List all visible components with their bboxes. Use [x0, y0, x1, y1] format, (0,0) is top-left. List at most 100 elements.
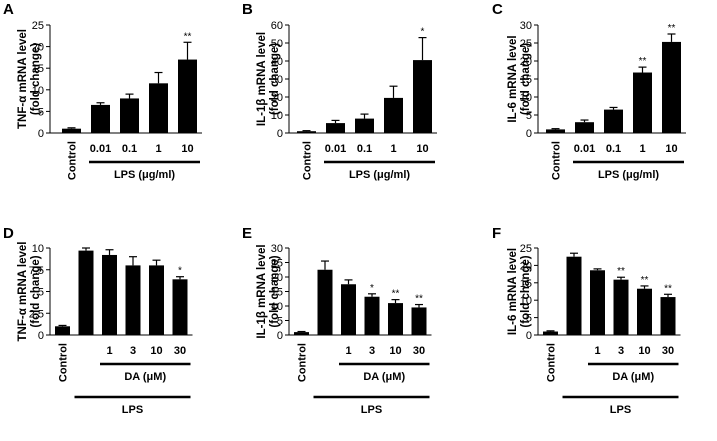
group-label: LPS (μg/ml) [349, 169, 410, 181]
y-tick-label: 20 [520, 260, 532, 272]
y-tick-label: 5 [277, 316, 283, 328]
bar [546, 129, 565, 133]
significance-marker: ** [668, 23, 676, 34]
bar [384, 97, 403, 133]
category-label: 0.1 [606, 143, 621, 155]
y-tick-label: 5 [38, 287, 44, 299]
category-label: 0.1 [122, 143, 137, 155]
y-tick-label: 20 [271, 272, 283, 284]
category-label: Control [546, 343, 558, 382]
bar [604, 109, 623, 133]
bar [55, 326, 70, 335]
category-label: 1 [106, 345, 112, 357]
outer-label: LPS [361, 404, 382, 416]
category-label: 1 [390, 143, 396, 155]
bar [125, 265, 141, 335]
category-label: 3 [618, 345, 624, 357]
y-tick-label: 10 [32, 85, 44, 97]
y-axis-label: IL-1β mRNA level(fold change) [256, 244, 281, 338]
significance-marker: * [421, 27, 425, 38]
category-label: 1 [594, 345, 600, 357]
significance-marker: ** [639, 56, 647, 67]
y-tick-label: 20 [32, 42, 44, 54]
y-tick-label: 0 [526, 128, 532, 140]
bar [411, 307, 427, 335]
category-label: Control [551, 141, 563, 180]
bar [613, 279, 629, 335]
category-label: Control [297, 343, 309, 382]
bar [341, 284, 356, 335]
category-label: 0.01 [325, 143, 346, 155]
y-axis-label: IL-6 mRNA level(fold change) [507, 248, 532, 335]
y-tick-label: 10 [520, 295, 532, 307]
y-tick-label: 30 [271, 74, 283, 86]
y-tick-label: 50 [271, 38, 283, 50]
bar [364, 296, 380, 335]
category-label: 0.01 [90, 143, 111, 155]
y-tick-label: 60 [271, 20, 283, 32]
category-label: Control [302, 141, 314, 180]
category-label: 10 [150, 345, 162, 357]
bar [120, 98, 139, 133]
y-tick-label: 25 [520, 38, 532, 50]
bar [660, 297, 676, 335]
category-label: 30 [174, 345, 186, 357]
y-axis-label: TNF-α mRNA level(fold change) [17, 242, 42, 342]
y-tick-label: 0 [277, 330, 283, 342]
significance-marker: ** [184, 31, 192, 42]
y-tick-label: 40 [271, 56, 283, 68]
outer-label: LPS [610, 404, 631, 416]
y-axis-label: TNF-α mRNA level(fold change) [17, 29, 42, 129]
bar [294, 332, 309, 335]
y-tick-label: 25 [32, 20, 44, 32]
category-label: 10 [416, 143, 428, 155]
panel-letter: B [242, 1, 253, 18]
group-label: DA (μM) [612, 371, 654, 383]
category-label: 10 [181, 143, 193, 155]
outer-label: LPS [122, 404, 143, 416]
y-tick-label: 5 [526, 110, 532, 122]
y-tick-label: 0 [38, 128, 44, 140]
y-tick-label: 10 [32, 243, 44, 255]
y-tick-label: 25 [271, 258, 283, 270]
y-tick-label: 15 [271, 287, 283, 299]
y-tick-label: 15 [520, 74, 532, 86]
bar [172, 279, 188, 335]
y-axis-label: IL-1β mRNA level(fold change) [256, 32, 281, 126]
group-label: DA (μM) [124, 371, 166, 383]
group-label: DA (μM) [363, 371, 405, 383]
y-tick-label: 30 [520, 20, 532, 32]
category-label: 10 [389, 345, 401, 357]
category-label: 1 [345, 345, 351, 357]
chart-panel-C: C 0 5 10 15 20 25 30 IL-6 mRNA level(fold change… [492, 1, 686, 181]
y-tick-label: 0 [38, 330, 44, 342]
significance-marker: * [178, 266, 182, 277]
significance-marker: ** [617, 266, 625, 277]
significance-marker: ** [664, 283, 672, 294]
panel-letter: D [3, 225, 14, 242]
panel-letter: C [492, 1, 503, 18]
bar [388, 303, 403, 335]
y-axis-label: IL-6 mRNA level(fold change) [507, 35, 532, 122]
bar [78, 250, 94, 335]
category-label: 3 [130, 345, 136, 357]
bar [662, 41, 681, 133]
category-label: 3 [369, 345, 375, 357]
y-tick-label: 25 [520, 243, 532, 255]
y-tick-label: 10 [271, 301, 283, 313]
bar [317, 269, 333, 335]
group-label: LPS (μg/ml) [114, 169, 175, 181]
bar [590, 270, 605, 335]
significance-marker: ** [415, 294, 423, 305]
category-label: 1 [639, 143, 645, 155]
category-label: Control [67, 141, 79, 180]
bar [566, 256, 582, 335]
y-tick-label: 20 [520, 56, 532, 68]
bar [62, 128, 81, 133]
y-tick-label: 10 [271, 110, 283, 122]
y-tick-label: 10 [520, 92, 532, 104]
